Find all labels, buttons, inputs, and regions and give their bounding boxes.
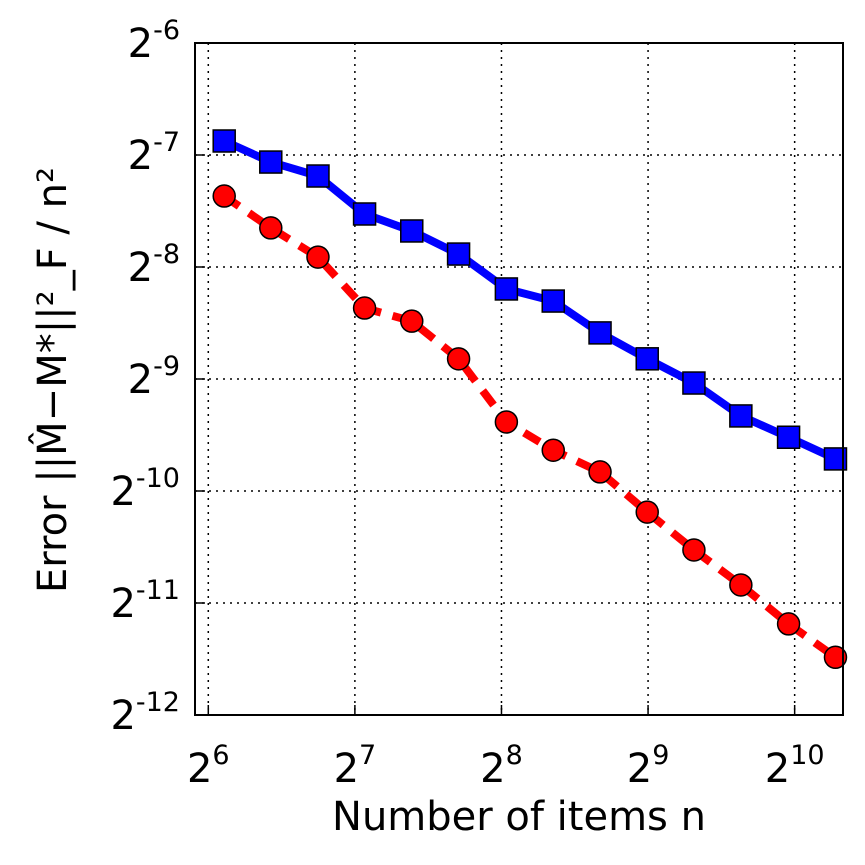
marker — [823, 645, 848, 670]
marker — [776, 425, 801, 449]
marker — [352, 296, 377, 320]
marker — [306, 164, 330, 188]
marker — [259, 150, 283, 174]
marker — [446, 242, 471, 266]
marker — [494, 410, 519, 434]
marker — [212, 129, 236, 153]
marker — [352, 202, 377, 226]
marker — [729, 573, 753, 597]
marker — [823, 447, 848, 471]
y-axis-label: Error ||M̂−M*||²_F / n² — [28, 167, 76, 593]
marker — [400, 219, 424, 243]
marker — [682, 371, 706, 395]
marker — [306, 245, 330, 269]
x-tick-label: 28 — [480, 740, 523, 792]
marker — [259, 216, 283, 240]
marker — [682, 538, 706, 562]
y-tick-label: 2-7 — [128, 127, 180, 179]
marker — [635, 347, 659, 371]
marker — [776, 612, 801, 636]
marker — [729, 404, 753, 428]
x-tick-label: 26 — [187, 740, 230, 792]
marker — [588, 460, 612, 484]
x-axis-label: Number of items n — [332, 794, 706, 840]
marker — [588, 321, 612, 345]
marker — [541, 438, 565, 462]
marker — [635, 500, 659, 524]
marker — [212, 184, 236, 208]
y-tick-label: 2-10 — [110, 463, 180, 515]
marker — [400, 309, 424, 333]
marker — [494, 277, 519, 301]
y-tick-label: 2-6 — [128, 15, 180, 67]
x-tick-label: 27 — [334, 740, 377, 792]
marker — [541, 289, 565, 313]
y-tick-label: 2-8 — [128, 239, 180, 291]
plot-frame — [194, 42, 844, 716]
y-tick-label: 2-11 — [110, 575, 180, 627]
y-tick-label: 2-12 — [110, 687, 180, 739]
marker — [446, 347, 471, 371]
x-tick-label: 29 — [627, 740, 670, 792]
y-tick-label: 2-9 — [128, 351, 180, 403]
x-tick-label: 210 — [765, 740, 825, 792]
